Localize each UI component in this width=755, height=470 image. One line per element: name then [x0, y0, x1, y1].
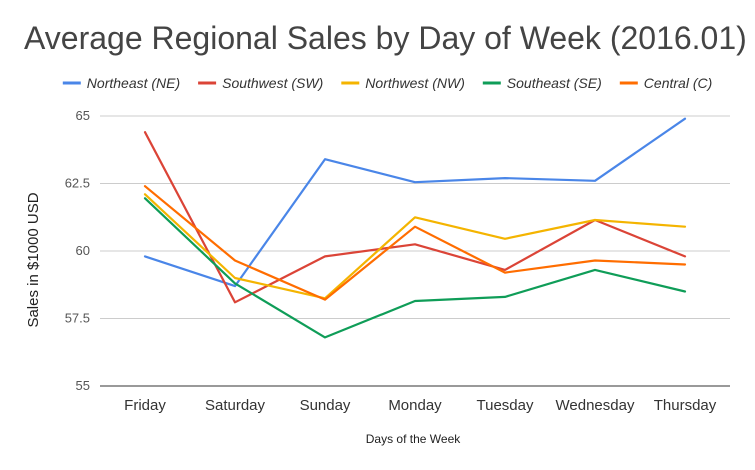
x-tick-labels: Friday Saturday Sunday Monday Tuesday Wednesd… — [124, 397, 717, 414]
grid-lines — [100, 115, 730, 387]
legend-item: Southeast (SE) — [482, 75, 602, 91]
legend: Northeast (NE) Southwest (SW) Northwest (N… — [62, 75, 712, 91]
legend-label: Northwest (NW) — [365, 75, 465, 91]
x-axis-label: Days of the Week — [366, 432, 461, 446]
y-tick-label: 60 — [76, 243, 90, 258]
legend-label: Northeast (NE) — [87, 75, 180, 91]
x-tick-label: Sunday — [300, 397, 351, 414]
y-tick-label: 65 — [76, 108, 90, 123]
y-tick-labels: 55 57.5 60 62.5 65 — [65, 108, 90, 393]
y-axis-label: Sales in $1000 USD — [25, 192, 42, 327]
series-line — [143, 185, 687, 301]
x-tick-label: Monday — [388, 397, 442, 414]
series-line — [143, 197, 687, 339]
series-line — [143, 117, 687, 288]
x-tick-label: Friday — [124, 397, 166, 414]
legend-item: Central (C) — [619, 75, 712, 91]
x-tick-label: Thursday — [654, 397, 717, 414]
legend-item: Northeast (NE) — [62, 75, 180, 91]
legend-item: Northwest (NW) — [341, 75, 465, 91]
x-tick-label: Saturday — [205, 397, 266, 414]
legend-label: Southeast (SE) — [507, 75, 602, 91]
series-lines — [143, 117, 687, 339]
y-tick-label: 62.5 — [65, 176, 90, 191]
x-tick-label: Tuesday — [477, 397, 534, 414]
chart-title: Average Regional Sales by Day of Week (2… — [24, 20, 747, 56]
y-tick-label: 55 — [76, 378, 90, 393]
x-tick-label: Wednesday — [556, 397, 635, 414]
legend-label: Southwest (SW) — [222, 75, 323, 91]
legend-item: Southwest (SW) — [198, 75, 323, 91]
series-line — [143, 193, 687, 300]
legend-label: Central (C) — [644, 75, 712, 91]
y-tick-label: 57.5 — [65, 311, 90, 326]
